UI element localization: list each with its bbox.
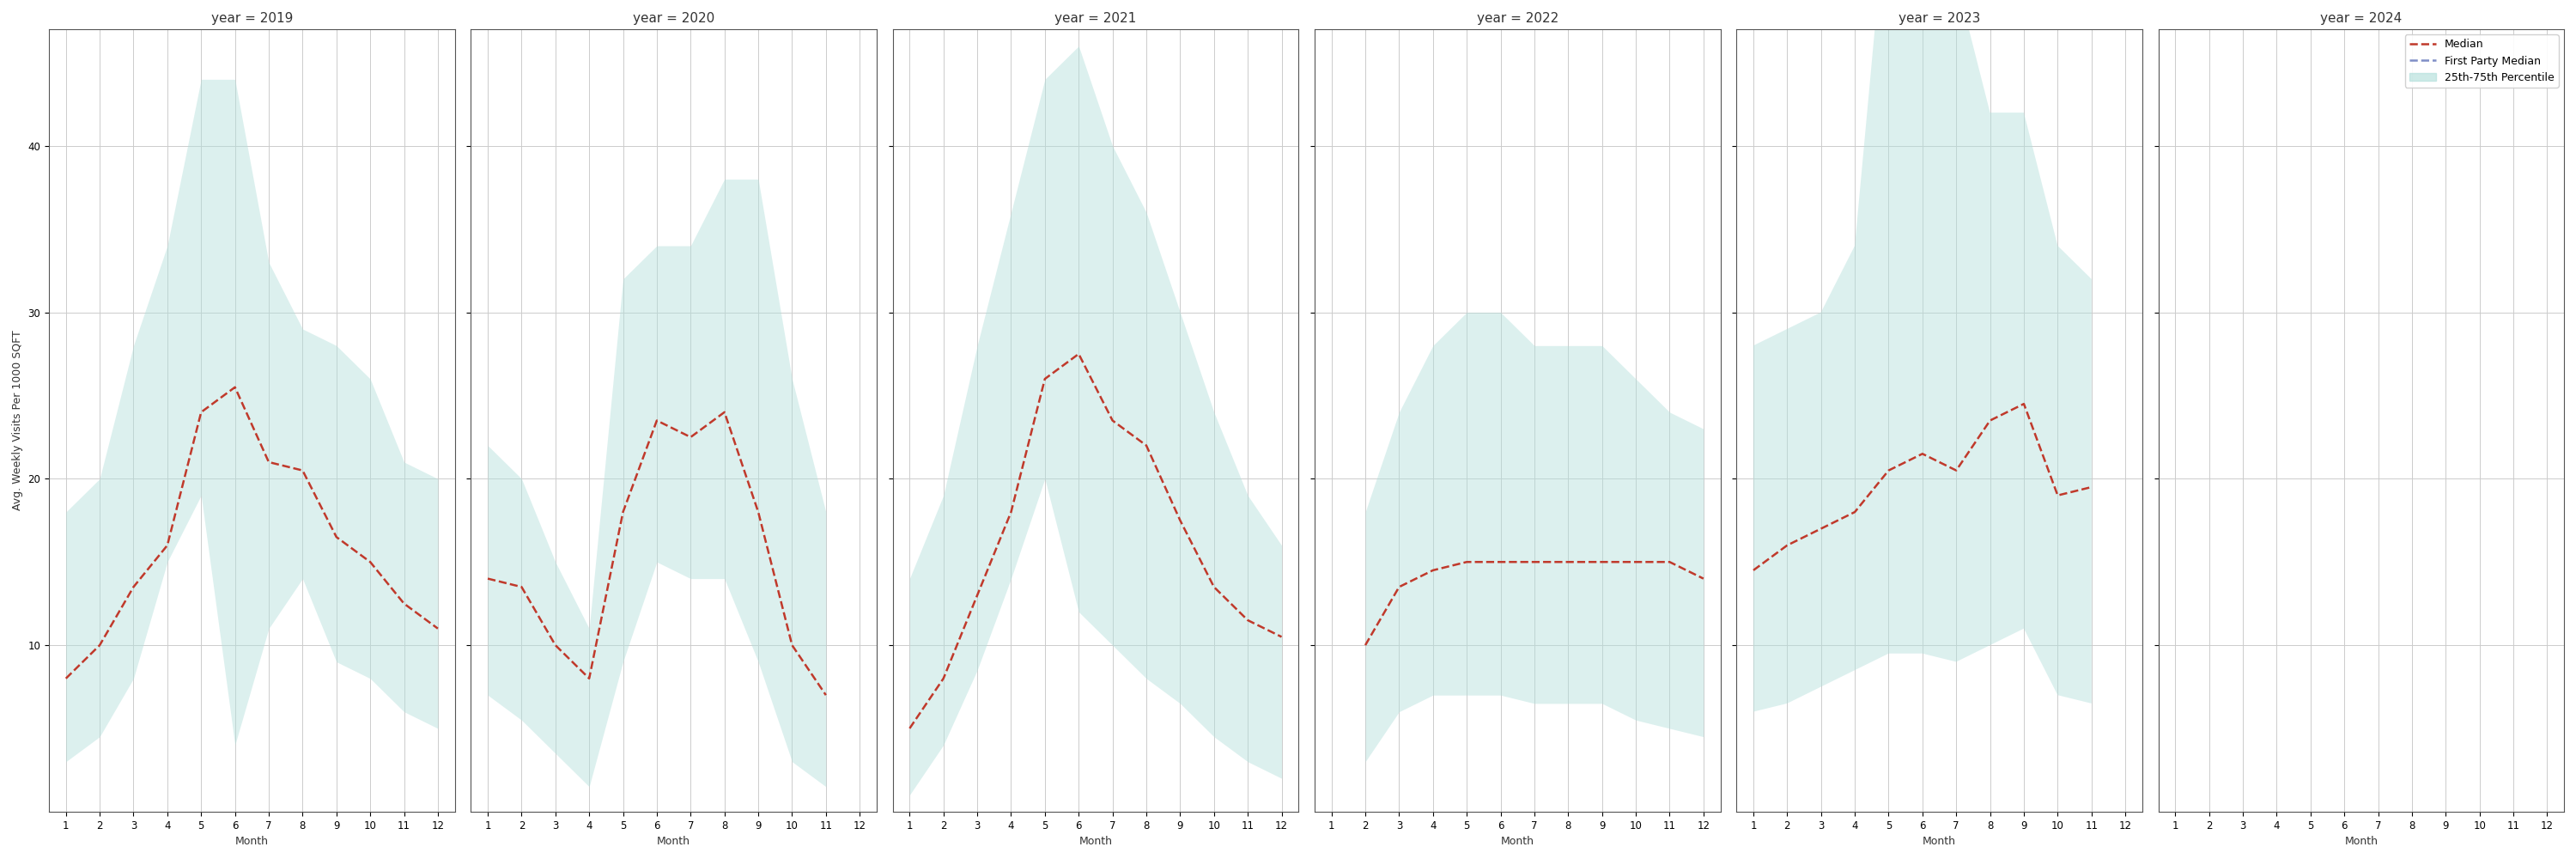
Median	[1940, 466, 1971, 476]
Median	[1267, 631, 1298, 642]
Title: year = 2021: year = 2021	[1054, 12, 1136, 25]
Median	[152, 540, 183, 551]
Median	[118, 582, 149, 592]
Median	[389, 599, 420, 609]
Median	[1739, 565, 1770, 576]
Median	[85, 640, 116, 650]
Median	[52, 673, 82, 684]
Median	[1417, 565, 1448, 576]
X-axis label: Month: Month	[1502, 836, 1535, 847]
Line: Median: Median	[487, 412, 827, 695]
Median	[574, 673, 605, 684]
Median	[1772, 540, 1803, 551]
Median	[471, 574, 502, 584]
Median	[1553, 557, 1584, 567]
Median	[1687, 574, 1718, 584]
Median	[2043, 490, 2074, 501]
Median	[1620, 557, 1651, 567]
Median	[219, 382, 250, 393]
Median	[1976, 416, 2007, 426]
X-axis label: Month: Month	[657, 836, 690, 847]
Median	[541, 640, 572, 650]
Median	[252, 457, 283, 467]
Median	[185, 407, 216, 417]
Line: Median: Median	[1754, 404, 2092, 570]
Median	[1164, 515, 1195, 526]
Median	[1906, 448, 1937, 459]
Title: year = 2020: year = 2020	[634, 12, 714, 25]
Median	[286, 466, 317, 476]
X-axis label: Month: Month	[234, 836, 268, 847]
Median	[1030, 374, 1061, 384]
X-axis label: Month: Month	[1079, 836, 1113, 847]
Median	[1654, 557, 1685, 567]
Median	[1231, 615, 1262, 625]
X-axis label: Month: Month	[2344, 836, 2378, 847]
Median	[1873, 466, 1904, 476]
Title: year = 2024: year = 2024	[2321, 12, 2401, 25]
Median	[894, 723, 925, 734]
Median	[708, 407, 739, 417]
X-axis label: Month: Month	[1922, 836, 1955, 847]
Median	[2076, 482, 2107, 492]
Median	[2009, 399, 2040, 409]
Median	[775, 640, 806, 650]
Median	[675, 432, 706, 442]
Legend: Median, First Party Median, 25th-75th Percentile: Median, First Party Median, 25th-75th Pe…	[2406, 34, 2558, 88]
Line: Median: Median	[1365, 562, 1703, 645]
Median	[1350, 640, 1381, 650]
Median	[641, 416, 672, 426]
Title: year = 2022: year = 2022	[1476, 12, 1558, 25]
Median	[1806, 523, 1837, 533]
Median	[505, 582, 536, 592]
Median	[1486, 557, 1517, 567]
Median	[1520, 557, 1551, 567]
Median	[927, 673, 958, 684]
Median	[742, 507, 773, 517]
Title: year = 2019: year = 2019	[211, 12, 294, 25]
Median	[1450, 557, 1481, 567]
Y-axis label: Avg. Weekly Visits Per 1000 SQFT: Avg. Weekly Visits Per 1000 SQFT	[13, 331, 23, 510]
Median	[608, 507, 639, 517]
Line: Median: Median	[67, 387, 438, 679]
Median	[1587, 557, 1618, 567]
Median	[322, 532, 353, 542]
Median	[355, 557, 386, 567]
Median	[1097, 416, 1128, 426]
Median	[994, 507, 1025, 517]
Median	[811, 690, 842, 700]
Median	[961, 590, 992, 600]
Median	[1064, 349, 1095, 359]
Title: year = 2023: year = 2023	[1899, 12, 1981, 25]
Median	[422, 624, 453, 634]
Median	[1383, 582, 1414, 592]
Median	[1131, 441, 1162, 451]
Line: Median: Median	[909, 354, 1283, 728]
Median	[1198, 582, 1229, 592]
Median	[1839, 507, 1870, 517]
